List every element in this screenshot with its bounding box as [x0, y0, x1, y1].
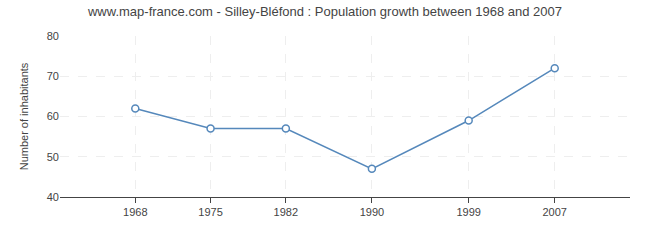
svg-text:2007: 2007 [542, 206, 566, 218]
svg-text:1990: 1990 [360, 206, 384, 218]
svg-text:www.map-france.com - Silley-Bl: www.map-france.com - Silley-Bléfond : Po… [87, 4, 562, 19]
svg-text:Number of inhabitants: Number of inhabitants [18, 62, 30, 170]
svg-text:1999: 1999 [456, 206, 480, 218]
svg-text:80: 80 [47, 30, 59, 42]
svg-text:70: 70 [47, 70, 59, 82]
svg-text:1975: 1975 [198, 206, 222, 218]
svg-text:40: 40 [47, 191, 59, 203]
svg-text:60: 60 [47, 110, 59, 122]
svg-text:1982: 1982 [274, 206, 298, 218]
svg-text:1968: 1968 [123, 206, 147, 218]
svg-text:50: 50 [47, 151, 59, 163]
